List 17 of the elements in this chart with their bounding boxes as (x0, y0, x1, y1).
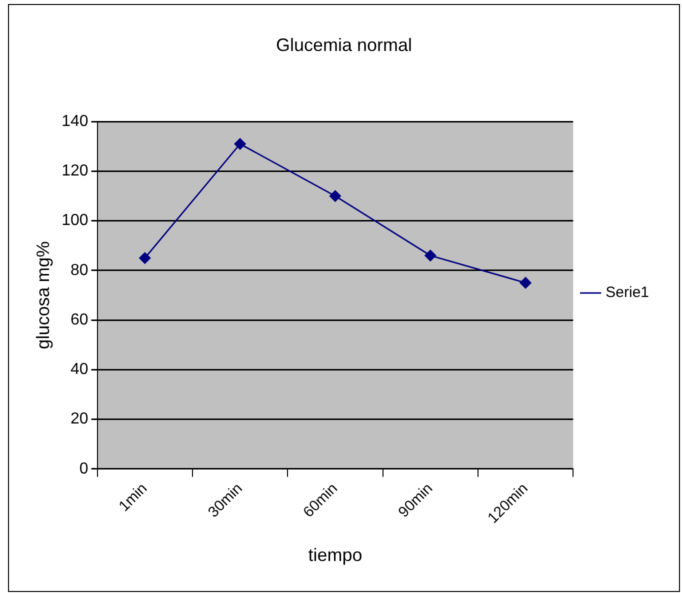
legend-label: Serie1 (606, 284, 649, 302)
y-tick-label: 20 (70, 410, 88, 428)
y-axis-title: glucosa mg% (32, 241, 53, 350)
y-tick-label: 140 (62, 113, 88, 130)
y-tick-label: 0 (79, 460, 88, 478)
point (424, 250, 436, 262)
y-tick-label: 40 (70, 361, 88, 378)
y-tick-label: 120 (62, 162, 88, 180)
y-tick-label: 60 (70, 311, 88, 328)
point (139, 252, 151, 264)
x-axis-title: tiempo (308, 545, 362, 566)
chart-title: Glucemia normal (276, 34, 412, 55)
point (329, 190, 341, 202)
y-tick-label: 100 (62, 212, 88, 230)
y-tick-label: 80 (70, 262, 88, 279)
point (520, 277, 532, 289)
point (234, 138, 246, 150)
